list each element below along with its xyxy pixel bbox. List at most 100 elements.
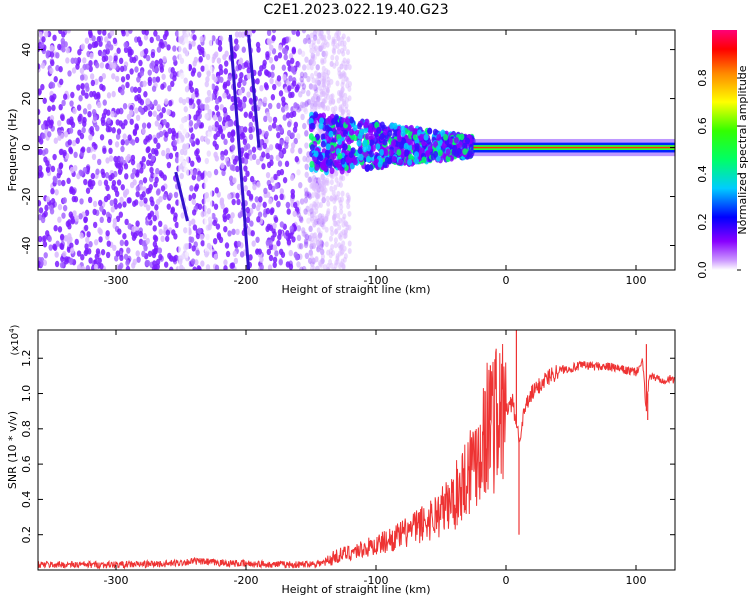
spectrogram-cell <box>303 197 309 204</box>
spectrogram-cell <box>89 183 94 190</box>
spectrogram-cell <box>330 54 335 61</box>
spectrogram-cell <box>366 144 372 152</box>
spectrogram-cell <box>94 62 100 69</box>
spectrogram-cell <box>301 30 307 34</box>
spectrogram-cell <box>288 75 293 82</box>
x-tick-label: -200 <box>234 274 259 287</box>
spectrogram-cell <box>155 167 160 175</box>
spectrogram-cell <box>113 155 118 163</box>
spectrogram-cell <box>374 121 380 129</box>
spectrogram-cell <box>79 67 85 74</box>
spectrogram-cell <box>314 164 320 171</box>
spectrogram-cell <box>173 191 179 199</box>
spectrogram-cell <box>78 213 83 220</box>
spectrogram-cell <box>174 156 180 164</box>
spectrogram-cell <box>112 217 118 225</box>
spectrogram-cell <box>333 237 338 244</box>
spectrogram-cell <box>93 263 99 270</box>
snr-y-multiplier: (x104) <box>8 324 21 355</box>
spectrogram-cell <box>70 57 75 64</box>
spectrogram-cell <box>347 210 352 217</box>
spectrogram-cell <box>241 46 246 53</box>
spectrogram-cell <box>119 196 124 204</box>
spectrogram-cell <box>85 265 91 270</box>
spectrogram-cell <box>197 203 203 210</box>
spectrogram-cell <box>128 30 133 34</box>
spectrogram-cell <box>235 192 240 199</box>
spectrogram-cell <box>88 60 93 67</box>
spectrogram-cell <box>58 104 63 111</box>
spectrogram-cell <box>111 73 116 80</box>
spectrogram-cell <box>369 133 375 141</box>
spectrogram-cell <box>74 238 79 246</box>
spectrogram-cell <box>42 259 48 267</box>
spectrogram-cell <box>241 102 247 109</box>
spectrogram-cell <box>152 76 157 84</box>
colorbar-tick-label: 0.6 <box>696 117 709 135</box>
spectrogram-cell <box>95 125 100 132</box>
spectrogram-cell <box>163 261 169 268</box>
spectrogram-cell <box>43 210 48 218</box>
spectrogram-cell <box>276 240 281 247</box>
spectrogram-cell <box>265 147 270 154</box>
spectrogram-cell <box>65 220 71 228</box>
spectrogram-cell <box>303 208 308 215</box>
spectrogram-cell <box>295 30 301 37</box>
spectrogram-cell <box>113 198 118 205</box>
spectrogram-cell <box>97 227 102 234</box>
spectrogram-cell <box>200 240 205 247</box>
x-tick-label: -300 <box>104 274 129 287</box>
spectrogram-cell <box>256 216 261 223</box>
spectrogram-cell <box>255 78 260 85</box>
spectrogram-cell <box>328 235 333 242</box>
spectrogram-cell <box>100 249 106 256</box>
spectrogram-cell <box>62 204 68 212</box>
spectrogram-cell <box>94 78 99 86</box>
spectrogram-cell <box>106 117 111 124</box>
spectrogram-cell <box>213 203 219 210</box>
spectrogram-cell <box>172 71 178 78</box>
spectrogram-cell <box>72 210 77 217</box>
spectrogram-cell <box>274 55 279 62</box>
spectrogram-cell <box>145 98 150 105</box>
spectrogram-cell <box>433 150 439 158</box>
spectrogram-cell <box>108 55 113 62</box>
spectrogram-cell <box>61 179 66 187</box>
spectrogram-cell <box>339 261 344 268</box>
snr-y-ticks: 0.2 0.4 0.6 0.8 1.0 1.2 <box>20 349 675 543</box>
spectrogram-cell <box>129 181 135 189</box>
spectrogram-cell <box>98 75 103 83</box>
spectrogram-cell <box>146 146 151 153</box>
spectrogram-cell <box>240 31 246 38</box>
spectrogram-cell <box>274 250 279 257</box>
spectrogram-cell <box>147 110 153 117</box>
spectrogram-cell <box>79 232 84 239</box>
spectrogram-cell <box>148 184 153 191</box>
spectrogram-cell <box>87 110 92 118</box>
spectrogram-cell <box>238 57 244 64</box>
spectrogram-cell <box>303 107 309 115</box>
spectrogram-cell <box>106 109 111 116</box>
spectrogram-cell <box>99 216 104 224</box>
spectrogram-cell <box>219 197 225 204</box>
spectrogram-cell <box>113 203 119 210</box>
spectrogram-cell <box>337 224 342 231</box>
spectrogram-cell <box>329 195 334 202</box>
spectrogram-cell <box>67 70 72 77</box>
spectrogram-cell <box>216 57 222 64</box>
spectrogram-cell <box>346 109 351 116</box>
spectrogram-cell <box>300 113 305 121</box>
spectrogram-cell <box>188 98 193 106</box>
spectrogram-cell <box>127 51 133 58</box>
spectrogram-cell <box>259 85 264 92</box>
spectrogram-cell <box>302 155 307 163</box>
spectrogram-cell <box>158 130 164 138</box>
spectrogram-cell <box>62 149 67 157</box>
spectrogram-cell <box>343 253 348 260</box>
spectrogram-cell <box>84 92 89 99</box>
spectrogram-cell <box>333 159 339 167</box>
spectrogram-cell <box>162 55 167 63</box>
spectrogram-cell <box>326 93 331 100</box>
spectrogram-band-core <box>473 146 675 149</box>
spectrogram-cell <box>277 52 283 59</box>
